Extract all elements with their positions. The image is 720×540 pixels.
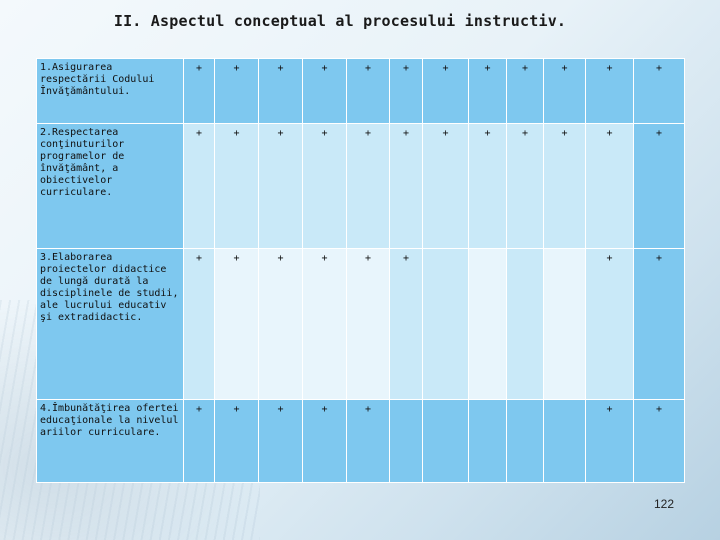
mark-cell: + [506, 58, 544, 124]
row-label: 1.Asigurarea respectării Codului Învăţăm… [36, 58, 184, 124]
mark-cell: + [633, 123, 685, 249]
mark-cell: + [389, 58, 423, 124]
mark-cell [468, 399, 507, 483]
mark-cell [506, 399, 544, 483]
mark-cell: + [389, 123, 423, 249]
mark-cell: + [543, 123, 586, 249]
mark-cell: + [183, 58, 215, 124]
row-label: 4.Îmbunătăţirea ofertei educaţionale la … [36, 399, 184, 483]
mark-cell: + [585, 58, 634, 124]
mark-cell: + [302, 399, 347, 483]
mark-cell [389, 399, 423, 483]
mark-cell: + [543, 58, 586, 124]
mark-cell [468, 248, 507, 400]
mark-cell: + [422, 58, 469, 124]
mark-cell: + [346, 399, 390, 483]
mark-cell: + [258, 248, 303, 400]
mark-cell: + [183, 248, 215, 400]
mark-cell: + [214, 58, 259, 124]
mark-cell [422, 248, 469, 400]
mark-cell [543, 248, 586, 400]
mark-cell: + [585, 399, 634, 483]
mark-cell: + [422, 123, 469, 249]
mark-cell: + [585, 123, 634, 249]
row-label: 2.Respectarea conţinuturilor programelor… [36, 123, 184, 249]
mark-cell: + [506, 123, 544, 249]
mark-cell: + [258, 123, 303, 249]
mark-cell: + [633, 58, 685, 124]
table-row: 3.Elaborarea proiectelor didactice de lu… [36, 248, 685, 400]
mark-cell: + [633, 399, 685, 483]
table-row: 4.Îmbunătăţirea ofertei educaţionale la … [36, 399, 685, 483]
mark-cell: + [258, 399, 303, 483]
mark-cell: + [346, 123, 390, 249]
mark-cell: + [302, 123, 347, 249]
mark-cell: + [214, 123, 259, 249]
mark-cell: + [214, 399, 259, 483]
mark-cell: + [183, 399, 215, 483]
mark-cell [422, 399, 469, 483]
mark-cell [543, 399, 586, 483]
mark-cell: + [346, 248, 390, 400]
mark-cell: + [183, 123, 215, 249]
mark-cell: + [633, 248, 685, 400]
mark-cell: + [302, 58, 347, 124]
mark-cell: + [585, 248, 634, 400]
mark-cell: + [468, 58, 507, 124]
slide-title: II. Aspectul conceptual al procesului in… [113, 12, 567, 30]
mark-cell: + [258, 58, 303, 124]
mark-cell: + [214, 248, 259, 400]
activity-table: 1.Asigurarea respectării Codului Învăţăm… [36, 58, 685, 483]
mark-cell: + [346, 58, 390, 124]
mark-cell [506, 248, 544, 400]
table-row: 2.Respectarea conţinuturilor programelor… [36, 123, 685, 249]
row-label: 3.Elaborarea proiectelor didactice de lu… [36, 248, 184, 400]
mark-cell: + [468, 123, 507, 249]
mark-cell: + [389, 248, 423, 400]
page-number: 122 [654, 497, 675, 511]
table-row: 1.Asigurarea respectării Codului Învăţăm… [36, 58, 685, 124]
mark-cell: + [302, 248, 347, 400]
